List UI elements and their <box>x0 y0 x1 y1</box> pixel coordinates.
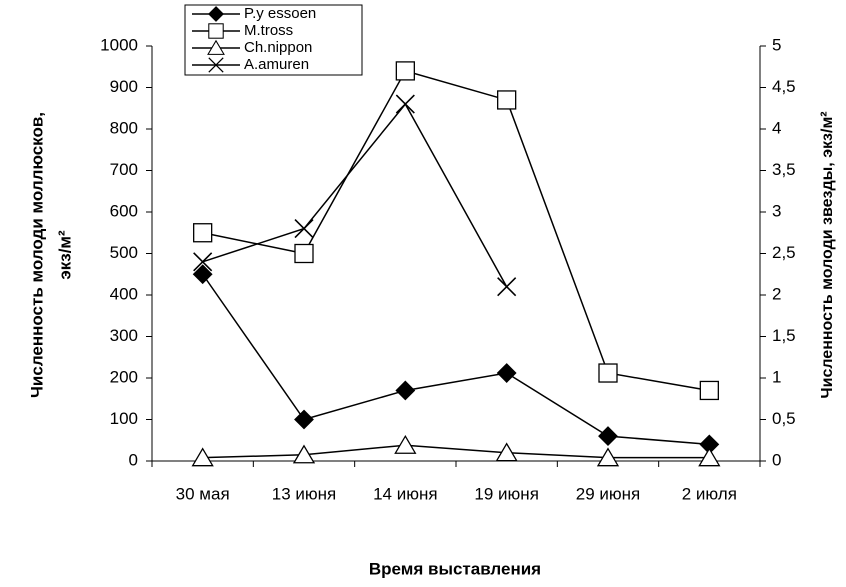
legend-label: Ch.nippon <box>244 39 312 56</box>
y2-tick-label: 0 <box>772 450 781 469</box>
data-point <box>395 94 415 114</box>
y2-tick-label: 4 <box>772 118 781 137</box>
data-point <box>193 223 213 243</box>
data-point <box>193 252 213 272</box>
legend-marker <box>208 57 224 73</box>
y-tick-label: 900 <box>110 77 138 96</box>
legend-label: P.y essoen <box>244 5 316 22</box>
y-tick-label: 800 <box>110 118 138 137</box>
data-point <box>698 447 721 467</box>
y-tick-label: 1000 <box>100 35 138 54</box>
legend-marker <box>208 6 224 22</box>
y2-label: Численность молоди звезды, экз/м² <box>819 111 836 398</box>
data-point <box>292 444 316 464</box>
y-label: экз/м² <box>55 230 74 280</box>
y2-tick-label: 1,5 <box>772 326 796 345</box>
data-point <box>497 90 517 110</box>
y2-tick-label: 5 <box>772 35 781 54</box>
legend-marker <box>207 39 225 55</box>
data-point <box>294 219 314 239</box>
x-tick-label: 29 июня <box>576 484 640 503</box>
data-point <box>395 61 415 81</box>
legend-marker <box>208 23 224 39</box>
y-tick-label: 400 <box>110 284 138 303</box>
series-line <box>202 70 710 392</box>
data-point <box>699 380 719 401</box>
y2-tick-label: 3 <box>772 201 781 220</box>
data-point <box>294 409 314 430</box>
x-tick-label: 19 июня <box>474 484 538 503</box>
x-tick-label: 14 июня <box>373 484 437 503</box>
y-tick-label: 300 <box>110 326 138 345</box>
data-point <box>497 277 517 297</box>
y2-tick-label: 4,5 <box>772 77 796 96</box>
y-label: Численность молоди моллюсков, <box>27 112 46 398</box>
data-point <box>496 363 517 383</box>
y-tick-label: 600 <box>110 201 138 220</box>
y2-tick-label: 1 <box>772 367 781 386</box>
y-tick-label: 200 <box>110 367 138 386</box>
y-tick-label: 500 <box>110 243 138 262</box>
x-tick-label: 30 мая <box>176 484 230 503</box>
x-tick-label: 2 июля <box>682 484 737 503</box>
data-point <box>596 447 620 467</box>
data-point <box>394 434 417 454</box>
y2-tick-label: 0,5 <box>772 409 796 428</box>
y-tick-label: 100 <box>110 409 138 428</box>
y-tick-label: 700 <box>110 160 138 179</box>
legend-label: A.amuren <box>244 56 309 73</box>
x-label: Время выставления <box>369 559 541 578</box>
data-point <box>192 264 213 285</box>
y2-tick-label: 2 <box>772 284 781 303</box>
y-tick-label: 0 <box>129 450 138 469</box>
legend-label: M.tross <box>244 22 293 39</box>
data-point <box>395 380 416 401</box>
data-point <box>294 243 314 264</box>
y2-tick-label: 3,5 <box>772 160 796 179</box>
series-line <box>202 102 508 288</box>
y2-tick-label: 2,5 <box>772 243 796 262</box>
data-point <box>598 363 618 383</box>
data-point <box>191 447 214 467</box>
series-line <box>202 444 710 459</box>
data-point <box>598 426 618 447</box>
series-line <box>202 273 710 446</box>
data-point <box>495 442 518 462</box>
x-tick-label: 13 июня <box>272 484 336 503</box>
